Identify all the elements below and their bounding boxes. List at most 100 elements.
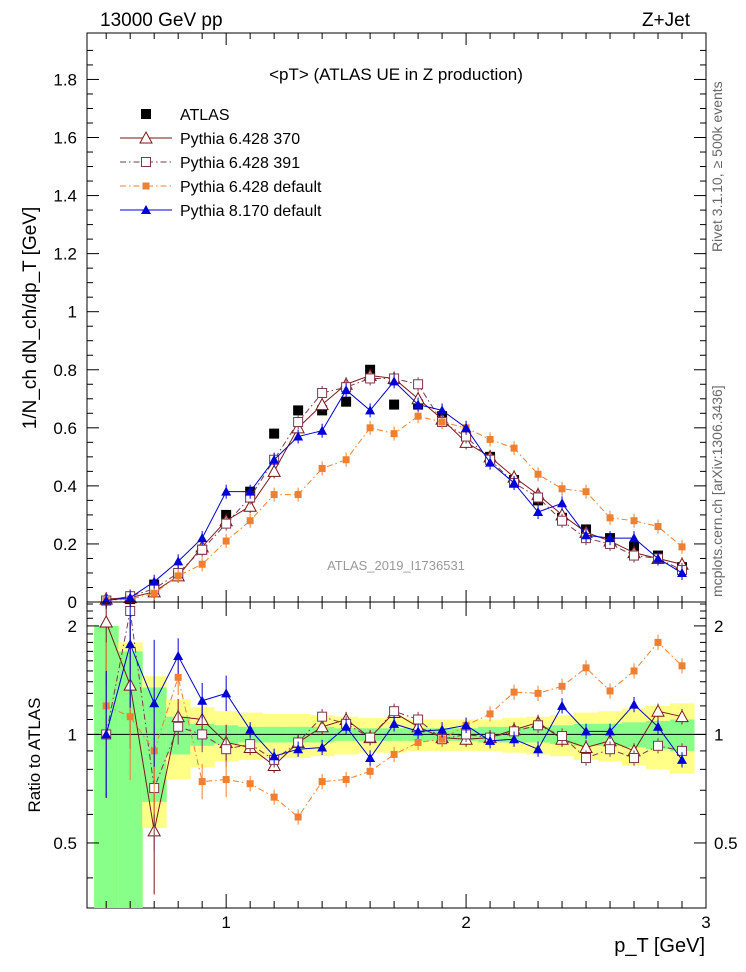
ratio-point [653,721,664,731]
data-point [267,464,281,477]
ratio-point [101,729,112,739]
data-point [678,543,686,551]
ratio-point [413,714,424,725]
data-point [461,422,472,432]
ratio-point [317,742,328,752]
rivet-version: Rivet 3.1.10, [709,173,725,252]
data-point [294,491,302,499]
data-point [269,428,280,439]
legend-label: Pythia 6.428 default [180,179,322,196]
main-y-axis-label-text: 1/N_ch dN_ch/dp_T [GeV] [20,207,41,430]
legend-entry: ATLAS [141,107,230,124]
ratio-frame [86,601,707,909]
ratio-point [605,726,616,736]
main-y-tick-label: 0.2 [53,535,77,554]
ratio-point [389,718,400,728]
data-point [510,444,518,452]
main-y-tick-label: 0 [68,593,77,612]
rivet-label: Rivet 3.1.10, ≥ 500k events [709,81,725,252]
ratio-point [630,667,638,675]
ratio-point [221,744,232,755]
header-energy-label: 13000 GeV pp [100,10,223,31]
data-point [221,518,232,529]
ratio-point [173,721,184,732]
ratio-point [558,682,566,690]
main-title: <pT> (ATLAS UE in Z production) [269,65,523,84]
ratio-y-tick-label: 2 [68,617,77,636]
data-point [269,454,280,464]
legend-marker [141,205,151,214]
data-point [390,430,398,438]
ratio-y-tick-label-right: 1 [714,725,723,744]
data-point [149,576,160,586]
main-y-tick-label: 1 [68,303,77,322]
data-point [315,397,329,411]
data-point [389,376,400,386]
ratio-point [125,639,136,649]
ratio-y-tick-label: 0.5 [53,834,77,853]
data-point [413,379,424,390]
ratio-point [438,735,446,743]
ratio-point [174,673,182,681]
data-point [245,486,256,496]
data-point [221,486,232,496]
ratio-point [581,726,592,736]
data-point [222,537,230,545]
ratio-point [245,724,256,734]
legend-label: Pythia 6.428 391 [180,155,300,172]
ratio-point [582,664,590,672]
data-point [341,385,352,395]
data-point [605,533,616,543]
legend-marker [141,157,151,167]
ratio-point [461,720,472,730]
ratio-point [606,687,614,695]
ratio-point [557,731,568,742]
ratio-y-tick-label-right: 0.5 [714,834,738,853]
main-y-ticks: 0 0.2 0.4 0.6 0.8 1 1.2 1.4 1.6 1.8 [53,33,707,612]
ratio-point [510,688,518,696]
data-point [557,498,568,508]
rivet-events: ≥ 500k events [709,81,725,168]
data-point [606,514,614,522]
data-point [414,412,422,420]
data-point [365,373,376,384]
ratio-point [675,709,689,723]
legend-entry: Pythia 6.428 391 [120,155,300,172]
x-axis-label: p_T [GeV] [614,935,705,957]
ratio-point [197,729,208,740]
data-point [342,456,350,464]
data-point [557,515,568,526]
ratio-point [294,813,302,821]
data-point [654,523,662,531]
data-point [150,589,158,597]
ratio-point [581,753,592,764]
ratio-point [654,638,662,646]
ratio-point [365,732,376,743]
data-point [677,567,688,577]
data-point [197,544,208,555]
data-point [509,477,520,487]
legend: ATLAS Pythia 6.428 370 Pythia 6.428 391 Pyt… [120,107,322,220]
x-tick-label: 2 [461,913,470,932]
ratio-y-tick-label: 1 [68,725,77,744]
data-point [630,517,638,525]
ratio-point [366,767,374,775]
legend-marker [142,182,150,190]
data-point [174,572,182,580]
ratio-point [533,744,544,754]
ratio-point [486,710,494,718]
main-series-4 [101,374,688,608]
main-series-layer [99,364,689,608]
ratio-point [629,753,640,764]
ratio-series-layer [99,602,689,895]
data-point [437,405,448,415]
ratio-point [414,738,422,746]
main-y-axis-label: 1/N_ch dN_ch/dp_T [GeV] [20,207,41,430]
data-point [533,492,544,503]
source-label: mcplots.cern.ch [arXiv:1306.3436] [709,385,725,597]
ratio-point [413,726,424,736]
data-point [438,418,446,426]
data-point [246,517,254,525]
ratio-point [221,688,232,698]
